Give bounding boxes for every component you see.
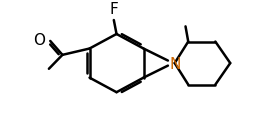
Text: F: F xyxy=(109,2,118,17)
Text: N: N xyxy=(169,56,181,71)
Text: O: O xyxy=(33,33,45,48)
